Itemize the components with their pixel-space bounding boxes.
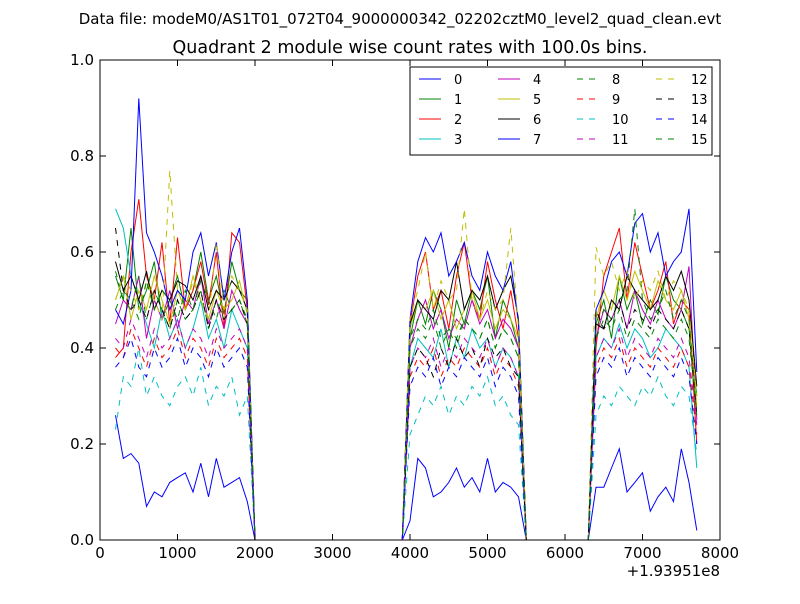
legend-label-14: 14 [691,113,708,128]
legend-box [409,66,713,156]
legend-label-9: 9 [612,93,620,108]
legend-label-1: 1 [454,93,462,108]
legend-label-12: 12 [691,73,708,88]
y-tick-label: 1.0 [70,51,94,69]
legend-label-15: 15 [691,133,708,148]
y-axis: 0.0 0.2 0.4 0.6 0.8 1.0 [70,51,720,549]
x-tick-label: 4000 [391,544,429,562]
legend-label-8: 8 [612,73,620,88]
series-line-2 [115,199,698,540]
legend-label-11: 11 [612,133,629,148]
series-line-6 [115,261,698,540]
y-tick-label: 0.2 [70,435,94,453]
y-tick-label: 0.8 [70,147,94,165]
x-tick-label: 5000 [468,544,506,562]
legend-label-10: 10 [612,113,629,128]
y-tick-label: 0.6 [70,243,94,261]
legend-label-3: 3 [454,133,462,148]
x-tick-label: 6000 [546,544,584,562]
series-layer [115,98,698,540]
legend-label-5: 5 [533,93,541,108]
x-tick-label: 2000 [236,544,274,562]
series-line-12 [115,170,698,540]
x-axis-offset-label: +1.93951e8 [627,562,720,580]
x-tick-label: 1000 [158,544,196,562]
x-tick-label: 8000 [701,544,739,562]
chart-title: Quadrant 2 module wise count rates with … [173,38,648,58]
x-axis: 0 1000 2000 3000 4000 5000 6000 7000 8000 [95,60,739,562]
figure-suptitle: Data file: modeM0/AS1T01_072T04_90000003… [79,10,722,29]
series-line-10 [115,347,698,540]
legend-label-13: 13 [691,93,708,108]
x-tick-label: 3000 [313,544,351,562]
legend-label-0: 0 [454,73,462,88]
x-tick-label: 7000 [623,544,661,562]
x-tick-label: 0 [95,544,105,562]
series-line-14 [115,336,698,540]
legend-label-7: 7 [533,133,541,148]
legend-label-6: 6 [533,113,541,128]
series-line-15 [115,279,698,540]
legend-label-2: 2 [454,113,462,128]
series-line-0 [115,415,698,540]
legend-label-4: 4 [533,73,541,88]
y-tick-label: 0.0 [70,531,94,549]
series-line-13 [115,227,698,540]
y-tick-label: 0.4 [70,339,94,357]
plot-area: 0 1000 2000 3000 4000 5000 6000 7000 8000 0.0 0.2… [70,51,739,580]
